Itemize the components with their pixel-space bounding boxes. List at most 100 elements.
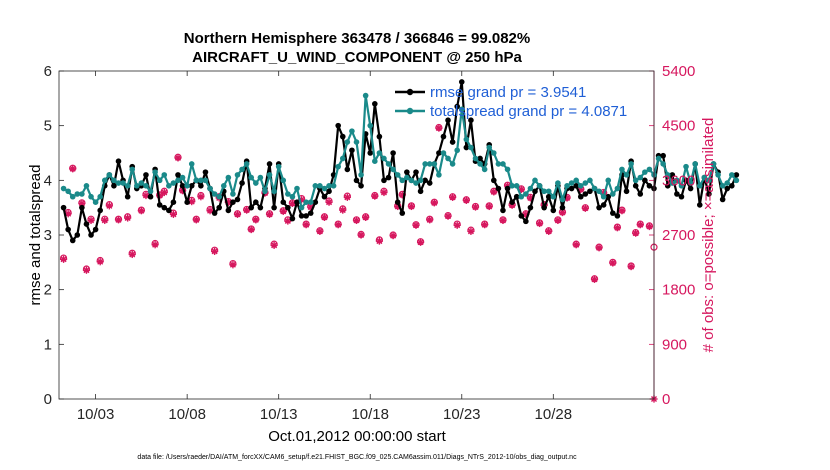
asterisk-stroke <box>78 200 85 207</box>
totalspread-point <box>568 180 575 186</box>
asterisk-stroke <box>174 154 182 161</box>
asterisk-stroke <box>467 228 474 235</box>
rmse-point <box>202 169 209 175</box>
totalspread-point <box>431 161 438 167</box>
asterisk-stroke <box>307 204 314 211</box>
totalspread-point <box>491 150 497 156</box>
totalspread-point <box>458 106 465 113</box>
totalspread-point <box>472 155 479 162</box>
rmse-point <box>257 204 264 211</box>
totalspread-point <box>701 174 708 181</box>
obs-assimilated-point <box>339 206 347 214</box>
obs-assimilated-point <box>137 207 145 215</box>
totalspread-point <box>664 172 671 178</box>
obs-assimilated-point <box>105 202 113 210</box>
asterisk-stroke <box>138 207 145 214</box>
asterisk-stroke <box>316 228 323 235</box>
asterisk-stroke <box>486 203 493 210</box>
obs-assimilated-point <box>416 238 425 246</box>
asterisk-stroke <box>188 198 195 205</box>
rmse-point <box>83 221 90 227</box>
asterisk-stroke <box>339 207 346 214</box>
totalspread-point <box>326 183 332 189</box>
obs-assimilated-point <box>449 193 457 201</box>
totalspread-point <box>344 139 351 145</box>
rmse-point <box>147 193 154 200</box>
obs-assimilated-point <box>462 196 470 204</box>
totalspread-point <box>500 161 506 167</box>
totalspread-point <box>225 174 232 181</box>
totalspread-point <box>97 193 103 200</box>
rmse-point <box>413 169 419 175</box>
asterisk-stroke <box>115 216 122 223</box>
rmse-point <box>669 172 676 178</box>
rmse-point <box>504 185 511 192</box>
totalspread-point <box>65 188 71 195</box>
rmse-point <box>550 207 557 214</box>
asterisk-stroke <box>161 189 168 196</box>
obs-assimilated-point <box>284 217 292 225</box>
asterisk-stroke <box>481 221 488 228</box>
asterisk-stroke <box>499 217 506 224</box>
rmse-point <box>623 188 630 195</box>
totalspread-point <box>134 183 140 189</box>
rmse-point <box>188 183 195 189</box>
rmse-point <box>518 213 525 219</box>
obs-assimilated-point <box>206 207 214 215</box>
asterisk-stroke <box>554 217 561 224</box>
totalspread-point <box>404 174 410 181</box>
asterisk-stroke <box>408 203 415 210</box>
totalspread-point <box>555 180 561 186</box>
asterisk-stroke <box>353 217 360 224</box>
left-y-tick-label: 2 <box>44 282 52 299</box>
obs-assimilated-point <box>499 216 507 225</box>
obs-assimilated-point <box>252 216 260 224</box>
totalspread-point <box>564 183 570 189</box>
asterisk-stroke <box>326 199 333 206</box>
asterisk-stroke <box>426 216 433 223</box>
rmse-point <box>60 204 67 211</box>
right-y-tick-label: 0 <box>662 391 670 408</box>
totalspread-point <box>733 177 740 184</box>
rmse-point <box>385 174 392 181</box>
totalspread-point <box>706 177 712 184</box>
totalspread-point <box>230 191 236 197</box>
totalspread-point <box>674 177 680 184</box>
totalspread-point <box>527 185 534 192</box>
totalspread-point <box>422 161 428 167</box>
totalspread-point <box>147 188 154 195</box>
totalspread-point <box>207 185 213 192</box>
totalspread-point <box>60 185 67 192</box>
totalspread-point <box>545 188 552 195</box>
asterisk-stroke <box>490 188 497 195</box>
rmse-point <box>97 207 103 214</box>
asterisk-stroke <box>243 207 250 214</box>
totalspread-point <box>426 161 433 167</box>
totalspread-point <box>577 183 584 189</box>
totalspread-point <box>166 183 172 189</box>
asterisk-stroke <box>152 241 159 248</box>
asterisk-stroke <box>303 221 310 228</box>
asterisk-stroke <box>362 214 369 221</box>
asterisk-stroke <box>252 216 259 223</box>
rmse-point <box>376 133 383 140</box>
obs-assimilated-point <box>352 216 361 225</box>
totalspread-point <box>115 180 122 186</box>
obs-assimilated-point <box>380 188 388 197</box>
obs-assimilated-point <box>407 202 416 211</box>
totalspread-point <box>184 183 190 189</box>
left-axis-label: rmse and totalspread <box>27 165 44 306</box>
left-y-tick-label: 0 <box>44 391 52 408</box>
obs-assimilated-point <box>124 214 132 222</box>
totalspread-point <box>335 163 341 170</box>
totalspread-point <box>211 191 218 197</box>
totalspread-point <box>481 166 488 173</box>
totalspread-point <box>307 199 314 205</box>
totalspread-point <box>449 161 456 167</box>
rmse-point <box>687 185 694 192</box>
obs-assimilated-point <box>535 219 544 228</box>
rmse-point <box>660 152 666 159</box>
asterisk-stroke <box>280 208 287 215</box>
rmse-point <box>390 150 396 156</box>
